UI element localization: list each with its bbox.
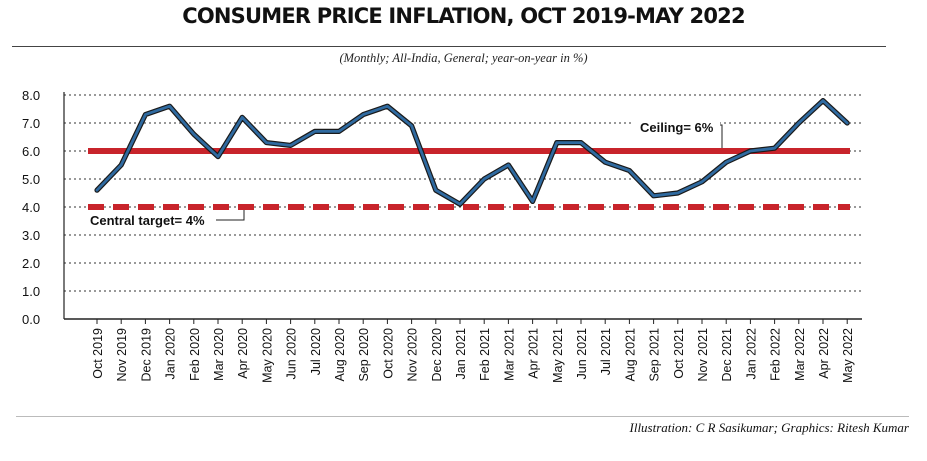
x-tick-label: Jan 2020 bbox=[164, 328, 178, 379]
x-tick-label: May 2021 bbox=[551, 328, 565, 383]
y-tick-label: 1.0 bbox=[22, 284, 40, 299]
x-axis-ticks: Oct 2019 Nov 2019 Dec 2019 Jan 2020 Feb 2020… bbox=[91, 319, 855, 383]
y-tick-label: 2.0 bbox=[22, 256, 40, 271]
x-tick-label: Dec 2020 bbox=[430, 328, 444, 382]
x-tick-label: Nov 2020 bbox=[406, 328, 420, 382]
x-tick-label: Aug 2021 bbox=[623, 328, 637, 382]
x-tick-label: Apr 2021 bbox=[527, 328, 541, 379]
chart-title: CONSUMER PRICE INFLATION, OCT 2019-MAY 2… bbox=[182, 4, 745, 28]
y-tick-label: 3.0 bbox=[22, 228, 40, 243]
target-leader bbox=[216, 210, 245, 221]
ceiling-label: Ceiling= 6% bbox=[640, 120, 714, 135]
y-tick-label: 0.0 bbox=[22, 312, 40, 327]
x-tick-label: Aug 2020 bbox=[333, 328, 347, 382]
y-tick-label: 7.0 bbox=[22, 116, 40, 131]
x-tick-label: Nov 2019 bbox=[115, 328, 129, 382]
x-tick-label: Jul 2021 bbox=[599, 328, 613, 375]
x-tick-label: Mar 2020 bbox=[212, 328, 226, 381]
series-line bbox=[94, 97, 850, 207]
series-line bbox=[95, 99, 849, 206]
x-tick-label: Oct 2019 bbox=[91, 328, 105, 379]
credit-rule bbox=[16, 416, 909, 417]
x-tick-label: Jun 2020 bbox=[285, 328, 299, 379]
x-tick-label: Feb 2020 bbox=[188, 328, 202, 381]
x-tick-label: Jan 2022 bbox=[744, 328, 758, 379]
ceiling-leader bbox=[720, 124, 723, 148]
axes bbox=[63, 92, 862, 320]
chart-subtitle: (Monthly; All-India, General; year-on-ye… bbox=[339, 51, 588, 65]
x-tick-label: May 2022 bbox=[841, 328, 855, 383]
x-tick-label: Apr 2022 bbox=[817, 328, 831, 379]
x-tick-label: Mar 2021 bbox=[502, 328, 516, 381]
y-tick-label: 5.0 bbox=[22, 172, 40, 187]
x-tick-label: Dec 2019 bbox=[139, 328, 153, 382]
annotations: Ceiling= 6% Central target= 4% bbox=[84, 117, 723, 230]
target-label: Central target= 4% bbox=[90, 213, 205, 228]
x-tick-label: Sep 2020 bbox=[357, 328, 371, 382]
x-tick-label: Jul 2020 bbox=[309, 328, 323, 375]
x-tick-label: Oct 2021 bbox=[672, 328, 686, 379]
x-tick-label: Jun 2021 bbox=[575, 328, 589, 379]
y-tick-label: 8.0 bbox=[22, 88, 40, 103]
x-tick-label: May 2020 bbox=[260, 328, 274, 383]
x-tick-label: Jan 2021 bbox=[454, 328, 468, 379]
x-tick-label: Dec 2021 bbox=[720, 328, 734, 382]
y-axis-ticks: 0.0 1.0 2.0 3.0 4.0 5.0 6.0 7.0 8.0 bbox=[22, 88, 40, 327]
x-tick-label: Feb 2022 bbox=[769, 328, 783, 381]
target-label-bg bbox=[84, 210, 216, 230]
x-tick-label: Mar 2022 bbox=[793, 328, 807, 381]
x-tick-label: Feb 2021 bbox=[478, 328, 492, 381]
x-tick-label: Apr 2020 bbox=[236, 328, 250, 379]
x-tick-label: Nov 2021 bbox=[696, 328, 710, 382]
title-rule bbox=[12, 46, 886, 47]
y-tick-label: 4.0 bbox=[22, 200, 40, 215]
ceiling-label-bg bbox=[632, 117, 720, 137]
x-tick-label: Oct 2020 bbox=[381, 328, 395, 379]
y-tick-label: 6.0 bbox=[22, 144, 40, 159]
x-tick-label: Sep 2021 bbox=[648, 328, 662, 382]
credit-text: Illustration: C R Sasikumar; Graphics: R… bbox=[629, 420, 910, 435]
